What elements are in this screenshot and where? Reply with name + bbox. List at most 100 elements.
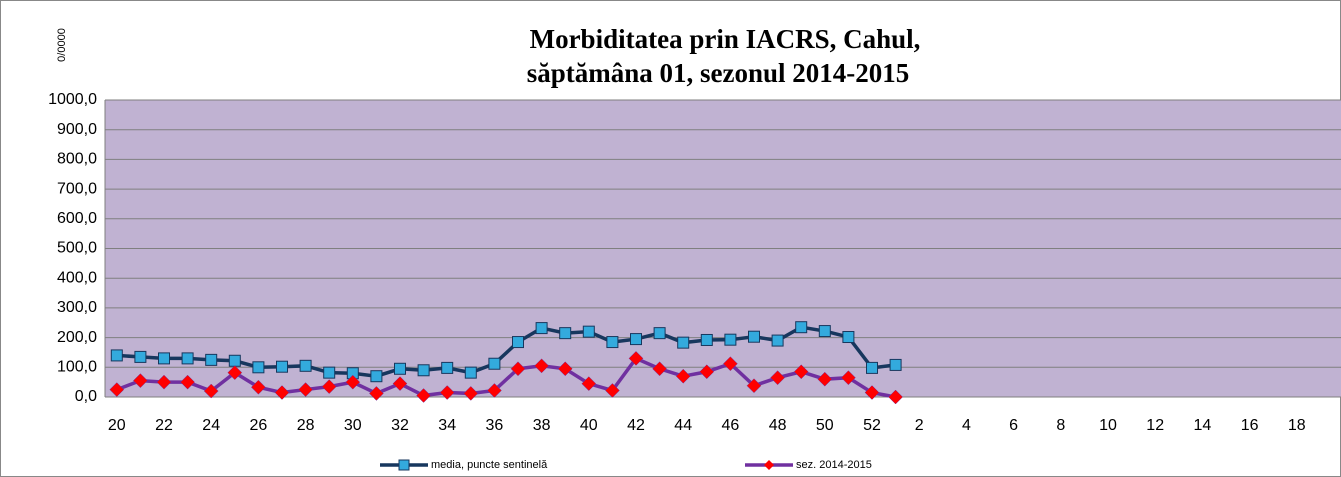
x-tick-label: 40: [580, 417, 598, 434]
marker: [534, 358, 549, 374]
y-tick-label: 700,0: [57, 180, 97, 197]
x-tick-label: 18: [1288, 417, 1306, 434]
x-tick-label: 34: [438, 417, 456, 434]
marker: [653, 327, 666, 340]
x-tick-label: 44: [674, 417, 692, 434]
marker: [181, 352, 194, 365]
x-tick-label: 22: [155, 417, 173, 434]
marker: [510, 361, 526, 377]
marker: [274, 385, 290, 400]
marker: [417, 364, 430, 377]
marker: [251, 379, 266, 395]
chart-subtitle: săptămâna 01, sezonul 2014-2015: [527, 58, 910, 88]
marker: [487, 383, 502, 398]
y-axis-label: 0/0000: [56, 28, 68, 62]
marker: [770, 370, 785, 386]
legend-marker: [398, 459, 410, 471]
marker: [888, 389, 903, 405]
marker: [463, 386, 479, 401]
marker: [818, 325, 831, 338]
marker: [156, 374, 172, 390]
x-tick-label: 52: [863, 417, 881, 434]
marker: [582, 325, 595, 338]
marker: [724, 333, 737, 346]
legend-marker: [764, 460, 774, 470]
x-tick-label: 26: [250, 417, 268, 434]
marker: [557, 361, 573, 377]
marker: [581, 376, 597, 391]
marker: [133, 373, 148, 389]
marker: [559, 327, 572, 340]
y-tick-label: 200,0: [57, 329, 97, 346]
x-tick-label: 2: [915, 417, 924, 434]
marker: [793, 364, 809, 380]
marker: [512, 336, 524, 349]
marker: [158, 352, 170, 365]
marker: [605, 383, 620, 398]
marker: [817, 371, 833, 387]
marker: [488, 357, 501, 370]
x-tick-label: 30: [344, 417, 362, 434]
marker: [345, 374, 361, 390]
x-tick-label: 10: [1099, 417, 1117, 434]
x-tick-label: 20: [108, 417, 126, 434]
marker: [439, 385, 455, 400]
marker: [866, 361, 878, 374]
marker: [392, 376, 408, 391]
marker: [369, 386, 384, 401]
x-tick-label: 32: [391, 417, 409, 434]
marker: [630, 333, 642, 346]
marker: [370, 370, 383, 383]
marker: [677, 336, 690, 349]
x-tick-label: 46: [722, 417, 740, 434]
y-tick-label: 400,0: [57, 269, 97, 286]
marker: [628, 351, 644, 366]
y-tick-label: 900,0: [57, 121, 97, 138]
marker: [700, 333, 713, 346]
marker: [842, 331, 855, 344]
marker: [699, 364, 715, 380]
marker: [652, 361, 667, 377]
marker: [205, 353, 218, 366]
x-tick-label: 8: [1056, 417, 1065, 434]
series-line: [116, 325, 896, 378]
marker: [841, 370, 856, 386]
marker: [889, 358, 902, 371]
x-tick-label: 16: [1241, 417, 1259, 434]
series-line: [116, 356, 896, 399]
marker: [864, 385, 880, 400]
marker: [203, 383, 219, 399]
marker: [227, 365, 243, 380]
marker: [746, 378, 762, 394]
y-tick-label: 100,0: [57, 359, 97, 376]
marker: [675, 368, 691, 384]
marker: [110, 349, 123, 362]
marker: [606, 336, 619, 349]
x-tick-label: 4: [962, 417, 971, 434]
marker: [109, 382, 125, 397]
y-tick-label: 0,0: [75, 388, 97, 405]
y-tick-label: 800,0: [57, 151, 97, 168]
y-tick-label: 600,0: [57, 210, 97, 227]
x-tick-label: 28: [297, 417, 315, 434]
marker: [795, 321, 808, 334]
marker: [464, 366, 477, 379]
marker: [771, 334, 784, 347]
y-tick-label: 500,0: [57, 240, 97, 257]
marker: [252, 361, 265, 374]
marker: [299, 359, 312, 372]
marker: [134, 350, 147, 363]
x-tick-label: 48: [769, 417, 787, 434]
x-tick-label: 14: [1194, 417, 1212, 434]
legend-label: sez. 2014-2015: [796, 459, 872, 471]
marker: [416, 388, 431, 403]
marker: [723, 356, 738, 372]
marker: [228, 354, 241, 367]
marker: [323, 366, 336, 379]
marker: [180, 374, 195, 390]
x-tick-label: 12: [1146, 417, 1164, 434]
x-tick-label: 36: [486, 417, 504, 434]
y-tick-label: 1000,0: [48, 91, 97, 108]
x-tick-label: 50: [816, 417, 834, 434]
